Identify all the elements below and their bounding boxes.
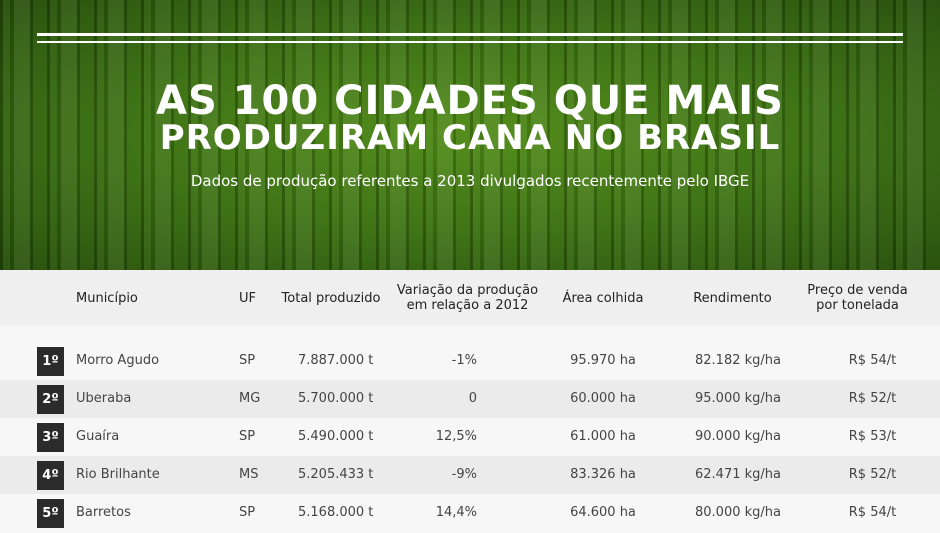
table-cell: R$ 52/t [848, 391, 897, 406]
column-header: em relação a 2012 [406, 298, 529, 313]
table-cell: SP [239, 429, 256, 444]
table-cell: 5.490.000 t [298, 429, 374, 444]
rank-badge: 4º [37, 461, 64, 490]
rank-badge: 1º [37, 347, 64, 376]
table-cell: R$ 54/t [848, 505, 897, 520]
table-cell: MS [239, 467, 259, 482]
title: PRODUZIRAM CANA NO BRASIL [159, 118, 781, 158]
table-cell: 0 [468, 391, 477, 406]
title: AS 100 CIDADES QUE MAIS [156, 78, 784, 124]
table-cell: 95.970 ha [570, 353, 636, 368]
table-cell: 80.000 kg/ha [695, 505, 781, 520]
column-header: UF [239, 290, 256, 306]
table-cell: 12,5% [435, 429, 477, 444]
column-header: Área colhida [562, 290, 644, 306]
table-cell: 5.700.000 t [298, 391, 374, 406]
table-cell: R$ 54/t [848, 353, 897, 368]
table-row: 4º Rio Brilhante MS 5.205.433 t -9% 83.326 ha… [0, 456, 940, 494]
column-header: por tonelada [816, 298, 899, 313]
column-header: Total produzido [281, 290, 381, 306]
table-cell: 95.000 kg/ha [695, 391, 781, 406]
column-header: Variação da produção [396, 283, 539, 298]
table-cell: R$ 53/t [848, 429, 897, 444]
column-header: Preço de venda [807, 283, 908, 298]
table-row: 2º Uberaba MG 5.700.000 t 0 60.000 ha 95.000 k… [0, 380, 940, 418]
rank-badge: 5º [37, 499, 64, 528]
table-cell: -1% [451, 353, 477, 368]
table-cell: Rio Brilhante [76, 467, 160, 482]
rule [37, 41, 903, 43]
table-row: 1º Morro Agudo SP 7.887.000 t -1% 95.970 ha 82… [0, 342, 940, 380]
table-cell: 7.887.000 t [298, 353, 374, 368]
table-cell: Morro Agudo [76, 353, 160, 368]
subtitle: Dados de produção referentes a 2013 divu… [190, 172, 750, 190]
table-cell: 83.326 ha [570, 467, 636, 482]
rank-badge: 3º [37, 423, 64, 452]
table-cell: Barretos [76, 505, 131, 520]
table-header: Município UF Total produzido Variação da pr… [0, 270, 940, 326]
table-cell: Uberaba [76, 391, 132, 406]
table-cell: 90.000 kg/ha [695, 429, 781, 444]
table-cell: 5.168.000 t [298, 505, 374, 520]
table-cell: 60.000 ha [570, 391, 636, 406]
hero: AS 100 CIDADES QUE MAIS PRODUZIRAM CANA … [0, 0, 940, 270]
table-cell: SP [239, 505, 256, 520]
table-cell: -9% [451, 467, 477, 482]
table-cell: 82.182 kg/ha [695, 353, 781, 368]
rule [37, 33, 903, 36]
table-row: 3º Guaíra SP 5.490.000 t 12,5% 61.000 ha 90.00… [0, 418, 940, 456]
table-cell: 64.600 ha [570, 505, 636, 520]
table-cell: Guaíra [76, 429, 120, 444]
table-cell: 14,4% [435, 505, 477, 520]
table-row: 5º Barretos SP 5.168.000 t 14,4% 64.600 ha 80.… [0, 494, 940, 532]
table-cell: 61.000 ha [570, 429, 636, 444]
table-cell: SP [239, 353, 256, 368]
table-cell: MG [239, 391, 261, 406]
column-header: Município [76, 290, 138, 306]
table-cell: R$ 52/t [848, 467, 897, 482]
table-cell: 62.471 kg/ha [695, 467, 781, 482]
rank-badge: 2º [37, 385, 64, 414]
column-header: Rendimento [693, 290, 772, 306]
table-cell: 5.205.433 t [298, 467, 374, 482]
